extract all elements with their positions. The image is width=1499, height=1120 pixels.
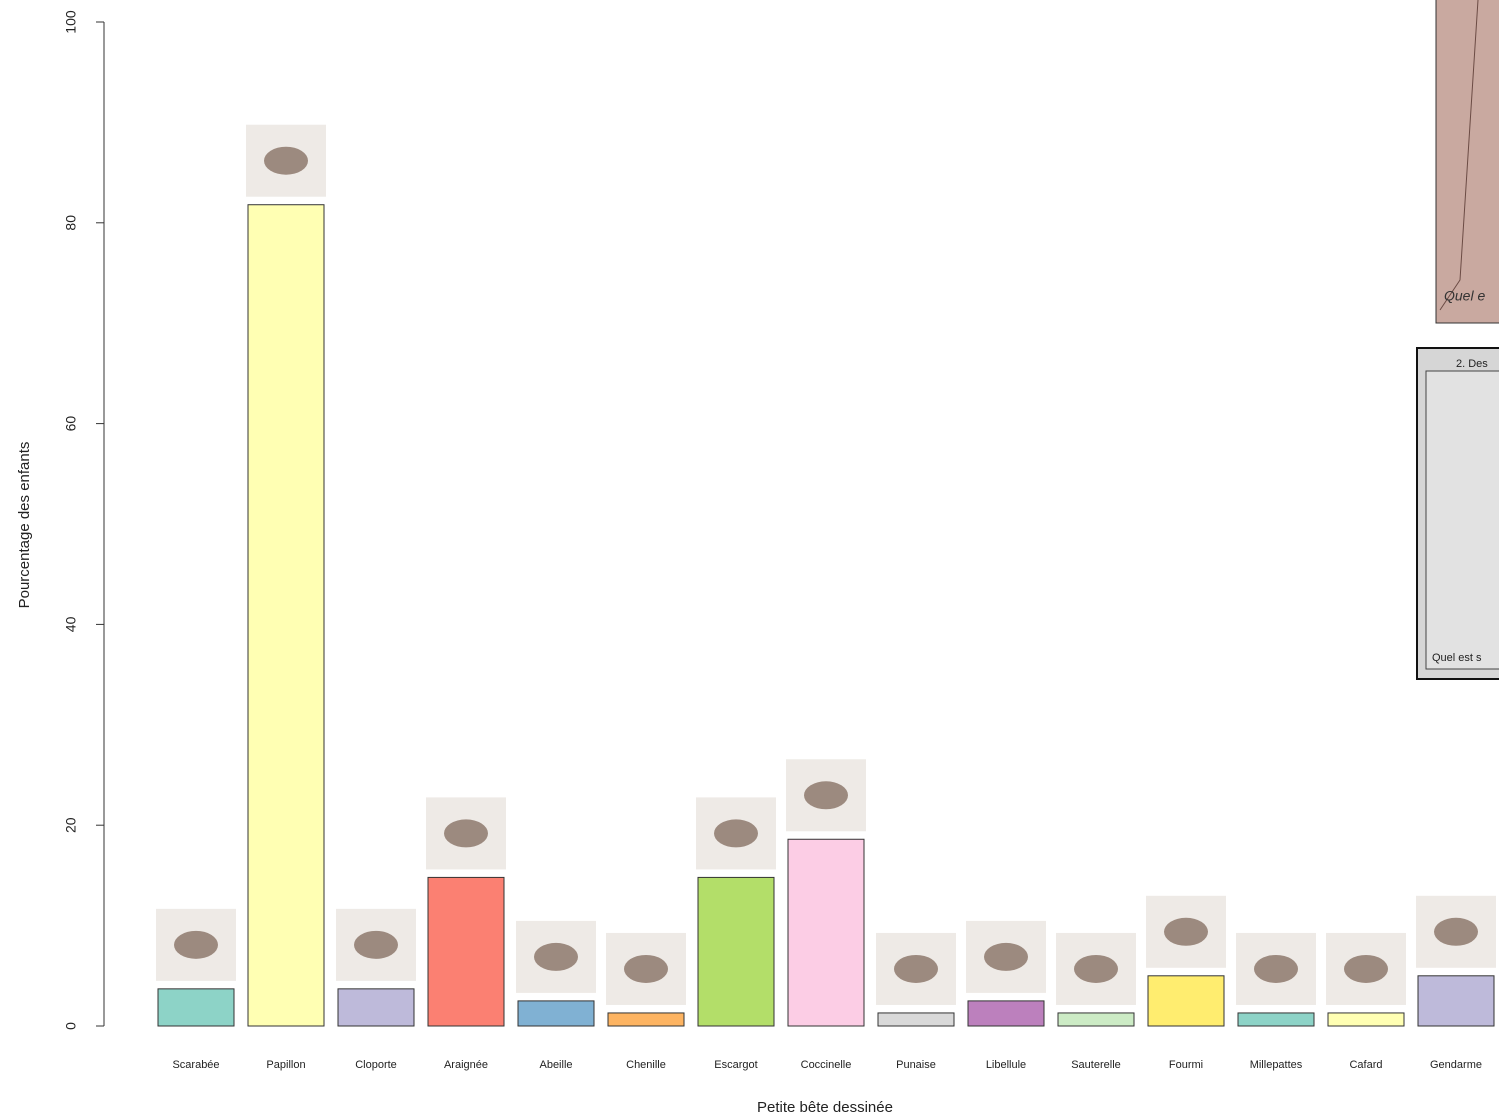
x-axis-label: Petite bête dessinée — [757, 1099, 893, 1116]
bar — [1417, 975, 1495, 1027]
inset-text: Quel e — [1444, 288, 1485, 304]
bar — [787, 838, 865, 1027]
x-tick-label: Chenille — [626, 1059, 666, 1071]
y-tick-label: 0 — [63, 1022, 79, 1030]
y-tick-label: 20 — [63, 817, 79, 833]
inset-drawing — [1439, 0, 1479, 311]
bar — [1147, 975, 1225, 1027]
bar — [427, 876, 505, 1027]
photo-subject — [624, 954, 668, 983]
bar — [517, 1000, 595, 1027]
x-tick-label: Cafard — [1349, 1059, 1382, 1071]
y-tick-label: 100 — [63, 10, 79, 34]
photo-subject — [1434, 917, 1478, 946]
x-tick-label: Papillon — [266, 1059, 305, 1071]
photo-subject — [174, 930, 218, 959]
inset-text: Quel est s — [1432, 652, 1482, 664]
x-tick-label: Coccinelle — [801, 1059, 852, 1071]
photo-subject — [984, 942, 1028, 971]
bar — [697, 876, 775, 1027]
bar — [877, 1012, 955, 1027]
y-tick-label: 40 — [63, 616, 79, 632]
x-tick-label: Scarabée — [172, 1059, 219, 1071]
photo-subject — [264, 146, 308, 175]
photo-subject — [444, 819, 488, 848]
x-tick-label: Millepattes — [1250, 1059, 1303, 1071]
photo-subject — [534, 942, 578, 971]
photo-subject — [804, 781, 848, 810]
photo-subject — [1074, 954, 1118, 983]
x-tick-label: Escargot — [714, 1059, 757, 1071]
y-axis-label: Pourcentage des enfants — [16, 442, 33, 609]
inset-text: 2. Des — [1456, 358, 1488, 370]
photo-subject — [894, 954, 938, 983]
inset-sheet — [1425, 370, 1499, 670]
x-tick-label: Sauterelle — [1071, 1059, 1121, 1071]
y-tick-label: 80 — [63, 215, 79, 231]
bar — [967, 1000, 1045, 1027]
y-tick-label: 60 — [63, 416, 79, 432]
photo-subject — [1164, 917, 1208, 946]
x-tick-label: Fourmi — [1169, 1059, 1203, 1071]
x-tick-label: Cloporte — [355, 1059, 397, 1071]
x-tick-label: Libellule — [986, 1059, 1026, 1071]
bar — [157, 988, 235, 1027]
photo-subject — [1254, 954, 1298, 983]
bar — [247, 204, 325, 1027]
x-tick-label: Araignée — [444, 1059, 488, 1071]
bar — [1237, 1012, 1315, 1027]
photo-subject — [354, 930, 398, 959]
bar — [1057, 1012, 1135, 1027]
bar — [1327, 1012, 1405, 1027]
x-tick-label: Gendarme — [1430, 1059, 1482, 1071]
photo-subject — [714, 819, 758, 848]
x-tick-label: Punaise — [896, 1059, 936, 1071]
photo-subject — [1344, 954, 1388, 983]
x-tick-label: Abeille — [539, 1059, 572, 1071]
bar — [607, 1012, 685, 1027]
bar — [337, 988, 415, 1027]
